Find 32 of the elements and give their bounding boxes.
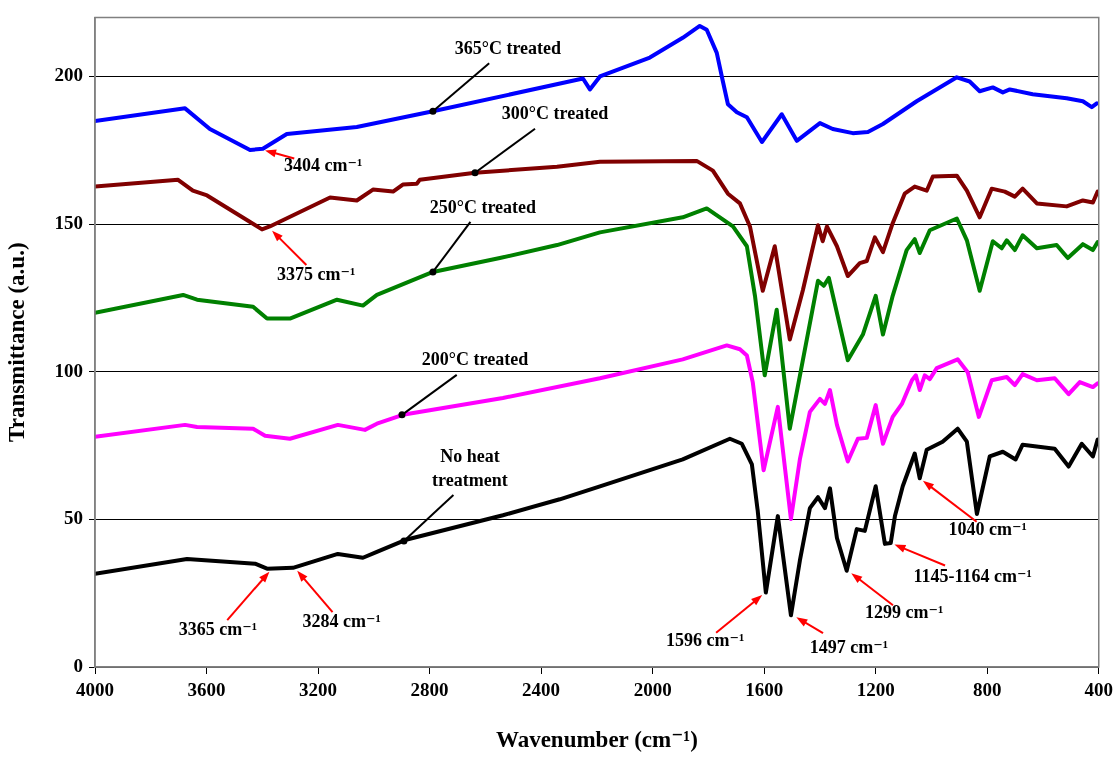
y-tick-label: 150 — [54, 212, 83, 233]
x-tick-label: 2400 — [522, 679, 561, 701]
annotation: 3375 cm⁻¹ — [277, 263, 356, 284]
annotation: 365°C treated — [454, 37, 562, 58]
x-tick-label: 1600 — [745, 679, 784, 701]
annotation: 200°C treated — [421, 349, 529, 370]
x-tick-label: 400 — [1084, 679, 1113, 701]
annotation: 3365 cm⁻¹ — [178, 619, 258, 640]
annotation: 250°C treated — [429, 196, 537, 217]
y-tick-label: 100 — [54, 359, 83, 381]
annotation: 1145-1164 cm⁻¹ — [913, 565, 1032, 586]
annotation: No heat treatment — [432, 445, 508, 490]
x-tick-label: 800 — [972, 679, 1002, 701]
point — [400, 537, 408, 545]
annotation: 300°C treated — [501, 103, 609, 124]
y-axis-title: Transmittance (a.u.) — [3, 242, 29, 442]
x-axis-title: Wavenumber (cm⁻¹) — [495, 727, 698, 753]
x-tick-label: 3200 — [299, 679, 338, 701]
annotation: 1596 cm⁻¹ — [666, 630, 745, 651]
x-tick-label: 2800 — [410, 679, 449, 701]
y-tick-label: 50 — [64, 507, 83, 529]
annotation: 3404 cm⁻¹ — [283, 155, 363, 176]
annotation: 1299 cm⁻¹ — [864, 602, 944, 623]
x-tick-label: 1200 — [856, 679, 895, 701]
x-tick-label: 3600 — [187, 679, 226, 701]
annotation: 1040 cm⁻¹ — [948, 518, 1027, 539]
y-tick-label: 200 — [54, 64, 83, 86]
annotation: 1497 cm⁻¹ — [809, 636, 889, 657]
x-tick-label: 4000 — [76, 679, 114, 701]
y-tick-label: 0 — [73, 654, 83, 676]
annotation: 3284 cm⁻¹ — [302, 611, 381, 632]
x-tick-label: 2000 — [633, 679, 672, 701]
